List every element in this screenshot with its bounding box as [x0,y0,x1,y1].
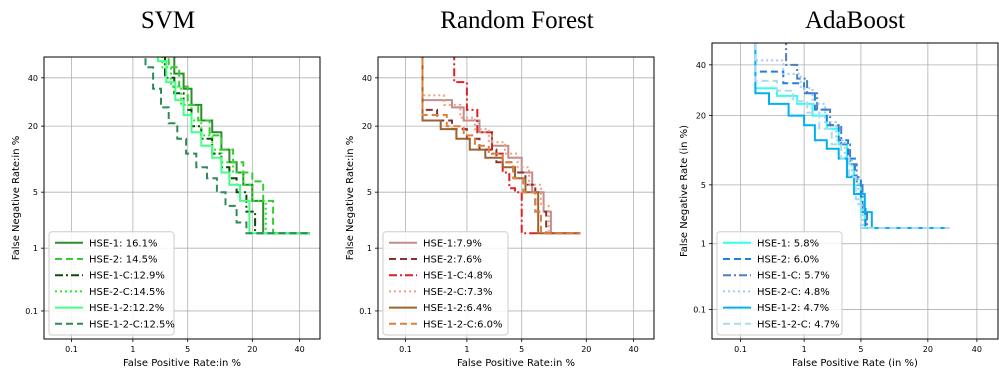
y-tick-label: 5 [33,188,38,197]
x-tick-label: 20 [247,345,257,354]
series-line-3 [164,57,310,235]
plot-frame [43,56,321,340]
legend-label: HSE-1-2-C:6.0% [423,319,503,330]
legend: HSE-1: 5.8% HSE-2: 6.0% HSE-1-C: 5.7% HSE-2… [716,231,843,336]
legend-label: HSE-1-C:4.8% [423,271,493,282]
legend-label: HSE-2-C:7.3% [423,287,493,298]
y-tick-label: 5 [701,181,706,190]
x-tick-label: 0.1 [65,345,78,354]
series-line-6 [144,57,310,235]
chart-title: AdaBoost [805,7,905,34]
legend: HSE-1:7.9% HSE-2:7.6% HSE-1-C:4.8% HSE-2-C:… [382,231,509,336]
y-tick-label: 40 [696,61,706,70]
series-line-1 [173,57,310,235]
y-tick-label: 20 [362,122,372,131]
series-line-2 [167,57,310,235]
x-tick-label: 40 [629,345,639,354]
y-tick-label: 0.1 [25,307,38,316]
y-tick-label: 20 [28,122,38,131]
legend-label: HSE-1-2:12.2% [89,303,164,314]
legend-label: HSE-1:7.9% [423,238,482,249]
chart-panel-3: AdaBoost 0.1 1 5 20 40 0.1 1 5 20 40 False Positive… [679,7,999,368]
series-line-5 [754,43,950,229]
legend-label: HSE-2-C:14.5% [89,287,165,298]
x-axis-label: False Positive Rate:in % [457,358,575,368]
series-group [421,57,581,235]
y-tick-label: 40 [362,74,372,83]
legend-label: HSE-1-C: 5.7% [757,271,830,282]
series-line-3 [785,43,950,229]
legend-box [48,231,175,336]
legend-box [382,231,509,336]
y-tick-label: 40 [28,74,38,83]
y-tick-label: 0.1 [359,307,372,316]
y-tick-label: 0.1 [693,306,706,315]
series-line-2 [754,43,950,229]
series-line-2 [421,57,581,235]
plot-frame [377,56,655,340]
legend-label: HSE-2-C: 4.8% [757,287,830,298]
series-line-1 [754,43,950,229]
x-tick-label: 1 [130,345,135,354]
series-group [144,57,310,235]
series-line-5 [421,57,581,235]
chart-panel-2: Random Forest 0.1 1 5 20 40 0.1 1 5 20 40 False Pos… [345,7,655,368]
legend-label: HSE-1: 5.8% [757,238,819,249]
legend-label: HSE-1-2-C: 4.7% [757,319,840,330]
y-tick-label: 5 [367,188,372,197]
x-tick-label: 0.1 [399,345,412,354]
chart-title: SVM [141,7,195,34]
y-axis-label: False Negative Rate:in % [345,136,356,260]
series-line-5 [157,57,310,235]
legend-label: HSE-1: 16.1% [89,238,157,249]
y-axis-label: False Negative Rate:in % [11,136,22,260]
series-line-6 [421,57,581,235]
plot-frame [711,42,999,340]
y-tick-label: 1 [367,244,372,253]
x-tick-label: 40 [972,345,982,354]
series-group [754,43,950,229]
x-tick-label: 0.1 [734,345,747,354]
series-line-4 [421,57,581,235]
series-line-6 [754,43,950,229]
chart-panel-1: SVM 0.1 1 5 20 40 0.1 1 5 20 40 False Positive Rate… [11,7,321,368]
x-tick-label: 5 [519,345,524,354]
x-tick-label: 5 [185,345,190,354]
legend-label: HSE-2: 6.0% [757,255,819,266]
legend-label: HSE-1-2-C:12.5% [89,319,175,330]
y-tick-label: 1 [701,240,706,249]
legend-label: HSE-2:7.6% [423,255,482,266]
y-axis-label: False Negative Rate (in %) [679,125,690,257]
chart-title: Random Forest [440,7,594,34]
legend-label: HSE-1-2: 4.7% [757,303,829,314]
x-axis-label: False Positive Rate:in % [123,358,241,368]
series-line-1 [421,57,581,235]
legend: HSE-1: 16.1% HSE-2: 14.5% HSE-1-C:12.9% HSE… [48,231,175,336]
x-tick-label: 20 [923,345,933,354]
x-tick-label: 1 [802,345,807,354]
y-tick-label: 1 [33,244,38,253]
legend-label: HSE-2: 14.5% [89,255,157,266]
series-line-4 [161,57,310,235]
series-line-3 [453,57,560,235]
x-axis-label: False Positive Rate (in %) [792,358,918,368]
y-tick-label: 20 [696,112,706,121]
x-tick-label: 1 [464,345,469,354]
legend-label: HSE-1-C:12.9% [89,271,165,282]
legend-box [716,231,843,336]
x-tick-label: 5 [858,345,863,354]
x-tick-label: 20 [581,345,591,354]
x-tick-label: 40 [295,345,305,354]
legend-label: HSE-1-2:6.4% [423,303,492,314]
series-line-4 [754,43,950,229]
